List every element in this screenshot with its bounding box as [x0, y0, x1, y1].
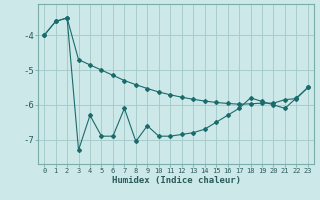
X-axis label: Humidex (Indice chaleur): Humidex (Indice chaleur) — [111, 176, 241, 185]
